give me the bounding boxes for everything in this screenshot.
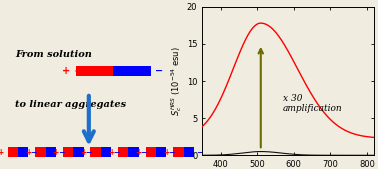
Text: +: + xyxy=(80,148,87,157)
FancyBboxPatch shape xyxy=(118,147,129,157)
Text: −: − xyxy=(85,148,92,157)
Text: +: + xyxy=(25,148,31,157)
FancyBboxPatch shape xyxy=(101,147,111,157)
Text: +: + xyxy=(62,66,70,76)
FancyBboxPatch shape xyxy=(129,147,139,157)
Y-axis label: $S_c^{HRS}$ (10$^{-54}$ esu): $S_c^{HRS}$ (10$^{-54}$ esu) xyxy=(169,46,184,116)
FancyBboxPatch shape xyxy=(156,147,166,157)
Text: to linear aggregates: to linear aggregates xyxy=(15,100,126,109)
Text: +: + xyxy=(53,148,59,157)
FancyBboxPatch shape xyxy=(173,147,184,157)
Text: x 30
amplification: x 30 amplification xyxy=(283,94,342,113)
Text: +: + xyxy=(108,148,114,157)
Text: −: − xyxy=(141,148,147,157)
FancyBboxPatch shape xyxy=(184,147,194,157)
FancyBboxPatch shape xyxy=(76,66,113,76)
Text: −: − xyxy=(30,148,37,157)
Text: +: + xyxy=(0,148,4,157)
Text: From solution: From solution xyxy=(15,50,92,59)
FancyBboxPatch shape xyxy=(18,147,28,157)
FancyBboxPatch shape xyxy=(8,147,18,157)
FancyBboxPatch shape xyxy=(113,66,151,76)
Text: −: − xyxy=(168,148,175,157)
Text: +: + xyxy=(135,148,142,157)
FancyBboxPatch shape xyxy=(45,147,56,157)
Text: −: − xyxy=(58,148,64,157)
Text: −: − xyxy=(196,148,202,157)
FancyBboxPatch shape xyxy=(35,147,45,157)
FancyBboxPatch shape xyxy=(73,147,84,157)
FancyBboxPatch shape xyxy=(90,147,101,157)
Text: +: + xyxy=(163,148,169,157)
FancyBboxPatch shape xyxy=(146,147,156,157)
Text: −: − xyxy=(155,66,163,76)
FancyBboxPatch shape xyxy=(63,147,73,157)
Text: −: − xyxy=(113,148,119,157)
